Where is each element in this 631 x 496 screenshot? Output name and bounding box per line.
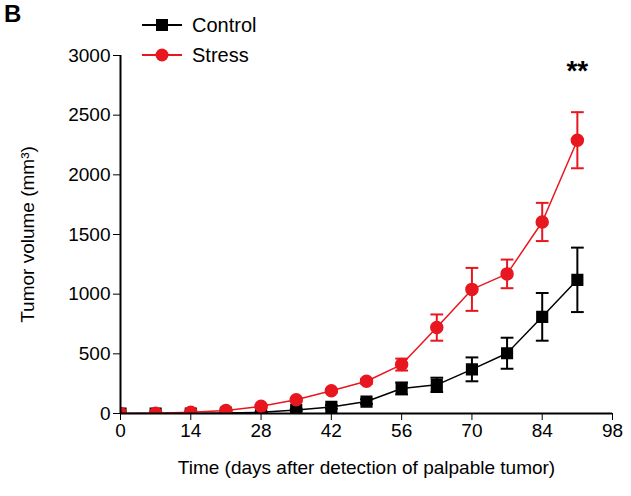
html-text:Stress: Stress	[192, 43, 249, 66]
svg-text:**: **	[566, 55, 588, 86]
svg-text:0: 0	[100, 403, 111, 424]
svg-text:42: 42	[321, 420, 342, 441]
svg-text:1000: 1000	[68, 283, 110, 304]
html-text:B: B	[4, 0, 22, 27]
svg-text:Time (days after detection of: Time (days after detection of palpable t…	[178, 457, 555, 478]
svg-text:98: 98	[602, 420, 623, 441]
svg-text:0: 0	[115, 420, 126, 441]
svg-text:56: 56	[391, 420, 412, 441]
svg-text:1500: 1500	[68, 224, 110, 245]
svg-text:2500: 2500	[68, 104, 110, 125]
html-text:Control: Control	[192, 13, 257, 36]
svg-text:70: 70	[461, 420, 482, 441]
svg-text:3000: 3000	[68, 45, 110, 66]
svg-text:14: 14	[180, 420, 202, 441]
svg-text:500: 500	[79, 343, 111, 364]
svg-text:84: 84	[532, 420, 554, 441]
svg-text:28: 28	[251, 420, 272, 441]
svg-text:Tumor volume (mm³): Tumor volume (mm³)	[17, 146, 38, 323]
svg-text:2000: 2000	[68, 164, 110, 185]
